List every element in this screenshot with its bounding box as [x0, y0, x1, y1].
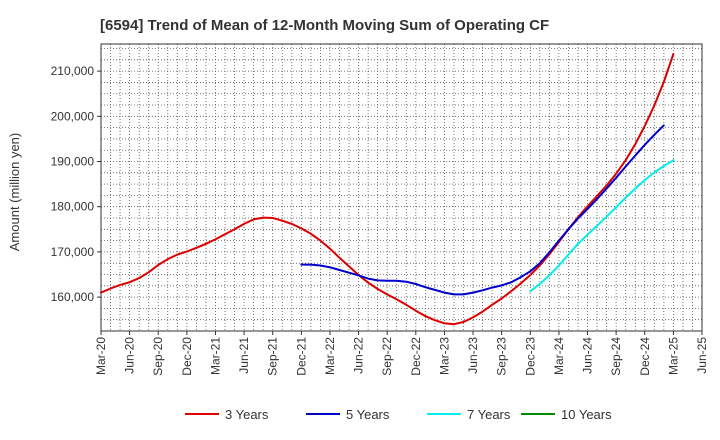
x-tick-label: Jun-23: [466, 337, 480, 374]
plot-frame: [100, 43, 703, 332]
y-tick-label: 210,000: [51, 64, 95, 78]
x-tick-label: Dec-21: [294, 337, 308, 376]
y-tick-label: 180,000: [51, 200, 95, 214]
x-tick-label: Dec-20: [180, 337, 194, 376]
series-lines: [100, 52, 675, 326]
chart-title: [6594] Trend of Mean of 12-Month Moving …: [100, 17, 549, 34]
legend-label-3-years: 3 Years: [225, 407, 269, 422]
x-tick-label: Dec-24: [638, 337, 652, 376]
x-tick-label: Mar-22: [323, 337, 337, 375]
x-tick-label: Jun-22: [352, 337, 366, 374]
legend: 3 Years 5 Years 7 Years 10 Years: [185, 407, 612, 422]
legend-label-10-years: 10 Years: [561, 407, 612, 422]
x-tick-label: Jun-21: [237, 337, 251, 374]
y-tick-label: 160,000: [51, 290, 95, 304]
grid: [101, 44, 702, 331]
y-tick-label: 190,000: [51, 155, 95, 169]
x-tick-label: Dec-23: [523, 337, 537, 376]
legend-label-5-years: 5 Years: [346, 407, 390, 422]
x-tick-label: Sep-22: [380, 337, 394, 376]
x-tick-label: Sep-20: [151, 337, 165, 376]
x-tick-label: Mar-23: [437, 337, 451, 375]
x-tick-label: Sep-23: [495, 337, 509, 376]
y-tick-label: 170,000: [51, 245, 95, 259]
x-tick-label: Jun-25: [695, 337, 709, 374]
y-axis-label: Amount (million yen): [7, 133, 22, 252]
x-tick-label: Jun-20: [123, 337, 137, 374]
legend-label-7-years: 7 Years: [467, 407, 511, 422]
x-tick-label: Mar-24: [552, 337, 566, 375]
x-tick-label: Mar-25: [666, 337, 680, 375]
series-line-3-years: [100, 52, 675, 326]
plot-border: [100, 43, 703, 332]
x-tick-label: Mar-20: [94, 337, 108, 375]
x-axis-ticks: Mar-20 Jun-20 Sep-20 Dec-20 Mar-21 Jun-21 Sep-…: [94, 331, 709, 376]
x-tick-label: Jun-24: [581, 337, 595, 374]
x-tick-label: Sep-21: [266, 337, 280, 376]
series-line-5-years: [300, 124, 665, 296]
x-tick-label: Mar-21: [208, 337, 222, 375]
y-tick-label: 200,000: [51, 109, 95, 123]
x-tick-label: Dec-22: [409, 337, 423, 376]
y-axis-ticks: 160,000 170,000 180,000 190,000 200,000 210,0…: [51, 64, 101, 304]
series-line-7-years: [529, 159, 675, 293]
x-tick-label: Sep-24: [609, 337, 623, 376]
